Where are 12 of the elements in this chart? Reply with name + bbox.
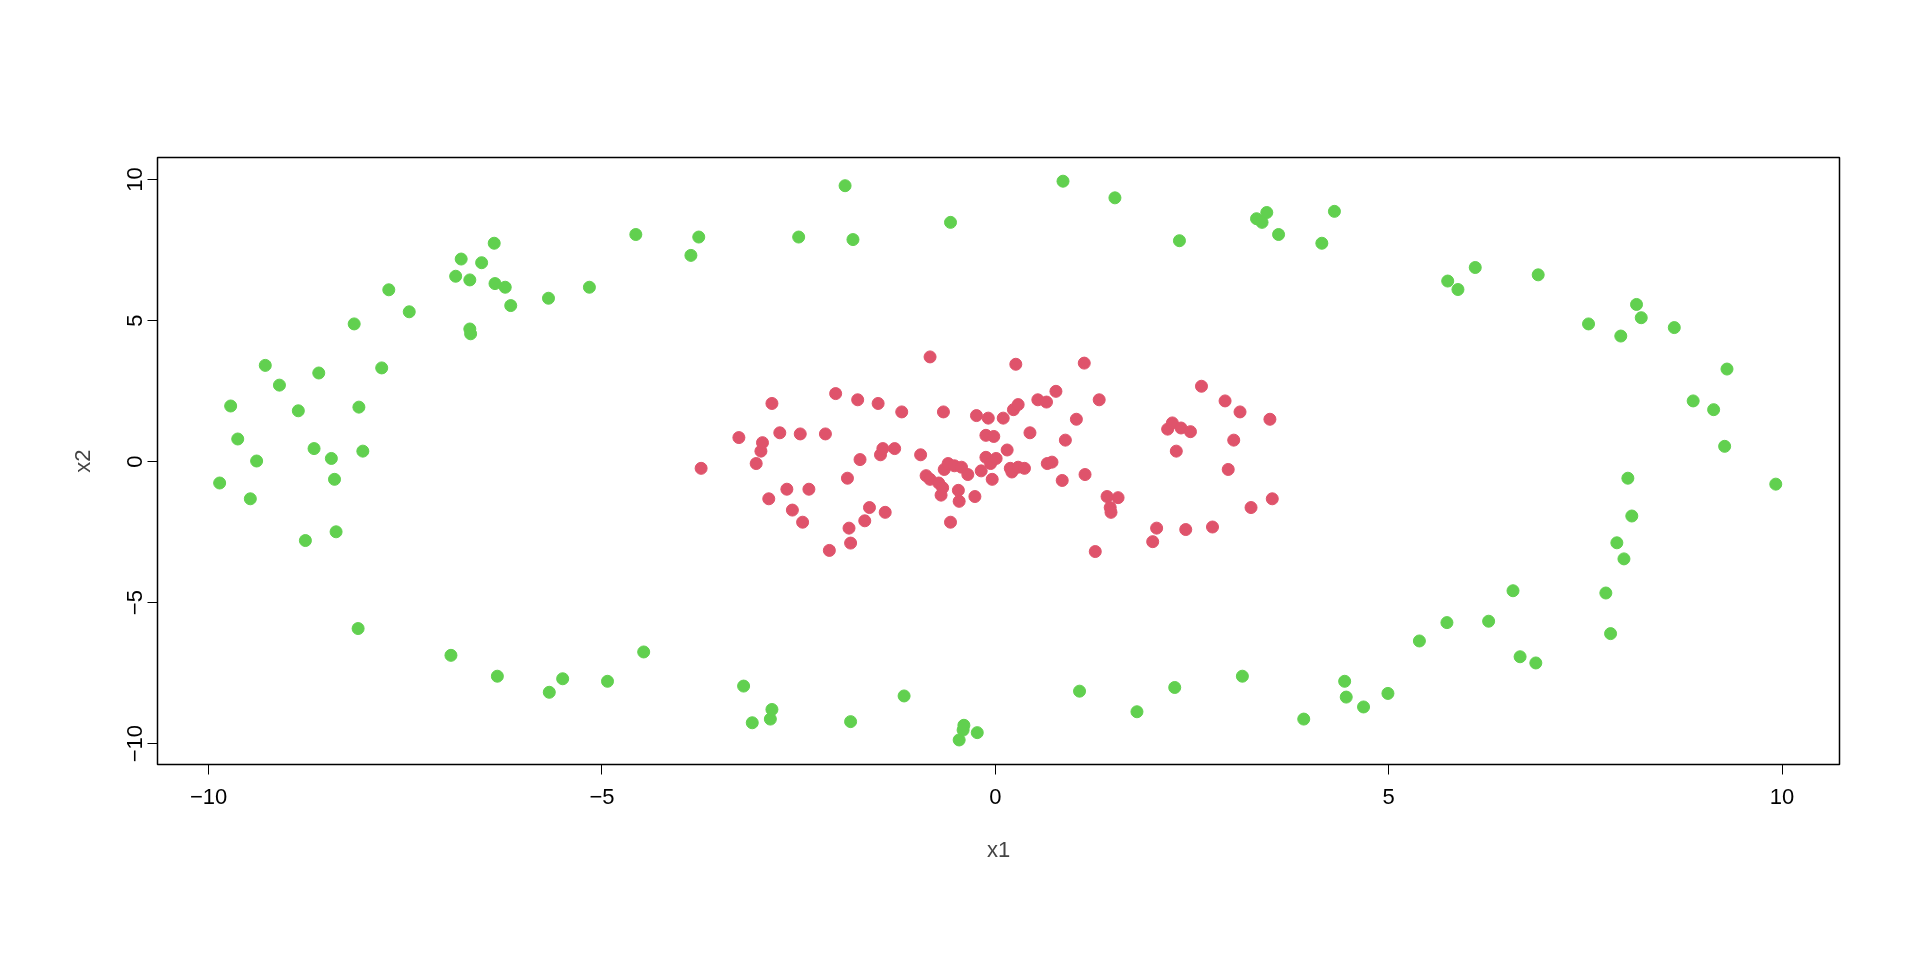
y-tick-label: −10: [122, 724, 148, 763]
x-tick-label: 0: [989, 783, 1002, 809]
y-tick-label: −5: [122, 590, 148, 616]
x-axis-title: x1: [986, 836, 1011, 862]
x-tick-label: −10: [189, 783, 228, 809]
x-tick-label: 10: [1769, 783, 1795, 809]
y-tick-label: 0: [122, 455, 148, 468]
x-tick-label: −5: [589, 783, 615, 809]
y-axis-title: x2: [69, 449, 95, 473]
y-tick-label: 10: [122, 167, 148, 192]
y-tick-label: 5: [122, 314, 148, 327]
x-tick-label: 5: [1382, 783, 1395, 809]
